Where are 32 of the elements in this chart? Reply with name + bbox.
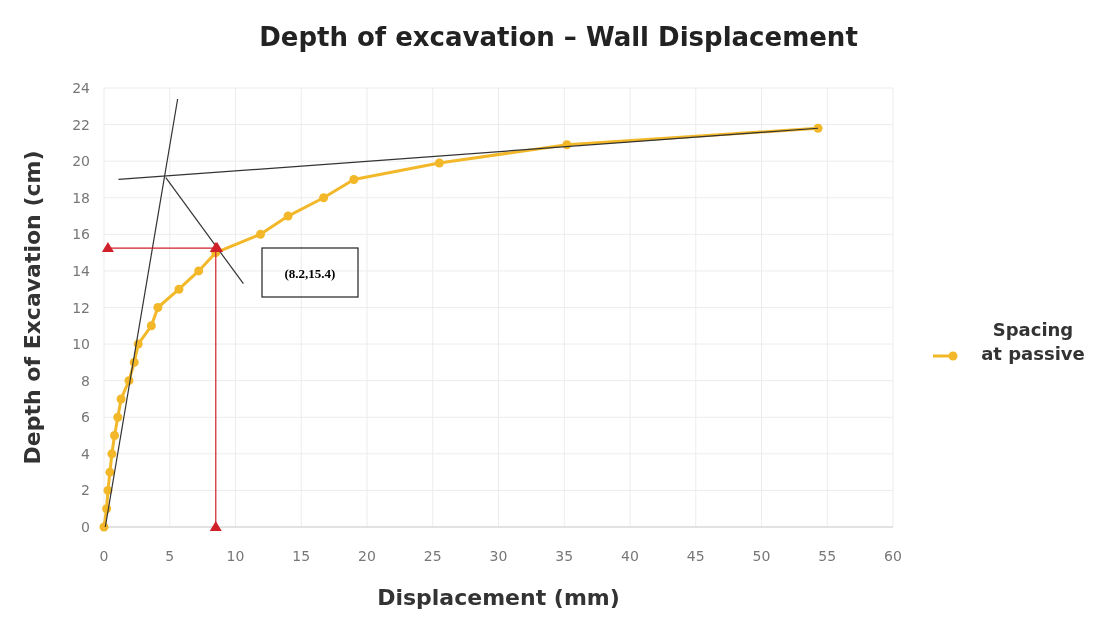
x-tick-label: 5 (165, 548, 175, 564)
x-tick-label: 0 (99, 548, 109, 564)
x-tick-label: 25 (423, 548, 442, 564)
x-tick-label: 35 (555, 548, 574, 564)
y-tick-label: 8 (81, 372, 90, 389)
y-tick-label: 2 (81, 482, 90, 499)
y-tick-label: 6 (81, 409, 91, 426)
y-tick-label: 18 (72, 189, 90, 206)
x-tick-label: 10 (226, 548, 245, 564)
y-axis-title: Depth of Excavation (cm) (20, 150, 45, 465)
chart-title: Depth of excavation – Wall Displacement (259, 22, 858, 52)
y-tick-label: 16 (72, 226, 91, 243)
x-tick-label: 20 (358, 548, 376, 564)
y-tick-label: 4 (81, 445, 91, 462)
y-tick-label: 20 (72, 153, 90, 170)
x-tick-label: 60 (884, 548, 902, 564)
x-tick-label: 45 (686, 548, 705, 564)
y-tick-label: 10 (72, 336, 90, 353)
x-tick-label: 55 (818, 548, 837, 564)
x-tick-label: 50 (752, 548, 771, 564)
x-tick-label: 40 (621, 548, 639, 564)
x-tick-label: 30 (489, 548, 508, 564)
text-box: (8.2,15.4) (261, 247, 359, 298)
x-axis-title: Displacement (mm) (377, 585, 620, 610)
y-tick-label: 12 (72, 299, 90, 316)
annotation: (8.2,15.4) (284, 266, 336, 281)
text: Spacing at passive (981, 319, 1085, 364)
y-tick-label: 0 (81, 519, 90, 535)
y-tick-label: 14 (72, 262, 91, 279)
y-tick-label: 22 (72, 116, 90, 133)
y-tick-label: 24 (72, 80, 91, 96)
x-tick-label: 15 (292, 548, 311, 564)
